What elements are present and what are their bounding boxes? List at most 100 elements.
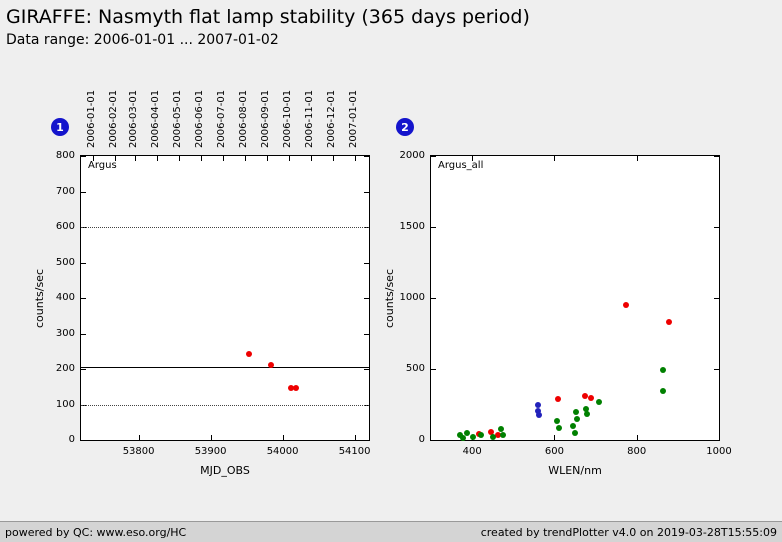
date-tick-mark xyxy=(157,156,159,161)
y-tick-mark-right xyxy=(714,156,719,157)
date-tick-label: 2007-01-01 xyxy=(348,89,360,148)
y-tick-mark-right xyxy=(364,369,369,370)
data-point xyxy=(583,405,590,412)
date-tick-mark xyxy=(267,156,269,161)
page-title: GIRAFFE: Nasmyth flat lamp stability (36… xyxy=(6,6,530,28)
data-point xyxy=(460,434,467,441)
x-tick-mark xyxy=(210,435,212,440)
date-tick-mark xyxy=(333,156,334,161)
x-tick-label: 600 xyxy=(544,446,564,457)
y-tick-mark-right xyxy=(364,440,369,441)
threshold-line xyxy=(81,227,369,228)
date-tick-mark xyxy=(289,156,291,161)
plot-1-x-axis-title: MJD_OBS xyxy=(200,464,250,477)
y-tick-mark xyxy=(81,262,86,264)
date-tick-label: 2006-09-01 xyxy=(260,89,272,148)
data-point xyxy=(534,407,541,414)
data-point xyxy=(665,319,672,326)
x-tick-label: 800 xyxy=(627,446,647,457)
date-tick-mark xyxy=(178,156,180,161)
date-tick-label: 2006-01-01 xyxy=(85,89,97,148)
y-tick-label: 0 xyxy=(68,434,75,445)
date-tick-label: 2006-05-01 xyxy=(171,89,183,148)
data-point xyxy=(500,432,506,439)
x-tick-label: 53800 xyxy=(122,446,155,457)
date-tick-label: 2006-03-01 xyxy=(128,89,139,148)
y-tick-mark xyxy=(81,333,86,335)
y-tick-label: 600 xyxy=(55,221,75,232)
x-tick-label: 400 xyxy=(462,446,482,457)
data-point xyxy=(478,432,485,439)
x-tick-mark xyxy=(719,435,720,440)
y-tick-label: 500 xyxy=(55,256,75,268)
y-tick-mark xyxy=(81,191,86,193)
plot-2-canvas: Argus_all counts/sec WLEN/nm 0 500 1000 150… xyxy=(384,150,732,477)
data-point xyxy=(555,395,562,402)
date-tick-label: 2006-06-01 xyxy=(194,89,206,148)
x-tick-mark-top xyxy=(719,156,720,161)
x-tick-label: 54000 xyxy=(266,446,299,457)
data-point xyxy=(569,422,576,429)
x-tick-mark-top xyxy=(472,156,474,161)
date-tick-label: 2006-02-01 xyxy=(107,89,119,148)
data-point xyxy=(572,409,579,416)
date-tick-mark xyxy=(114,156,116,161)
data-range-subtitle: Data range: 2006-01-01 ... 2007-01-02 xyxy=(6,32,279,48)
y-tick-mark xyxy=(431,227,436,228)
plot-2-series-label: Argus_all xyxy=(438,160,484,171)
x-tick-mark-top xyxy=(636,156,638,161)
x-tick-mark xyxy=(138,435,140,440)
plot-1-number-badge: 1 xyxy=(51,118,69,136)
data-point xyxy=(464,429,471,436)
x-tick-mark-top xyxy=(554,156,556,161)
y-tick-mark-right xyxy=(714,440,719,441)
footer-left-text: powered by QC: www.eso.org/HC xyxy=(5,525,187,539)
y-tick-mark xyxy=(81,298,86,299)
footer-bar: powered by QC: www.eso.org/HC created by… xyxy=(0,521,782,542)
x-tick-label: 54100 xyxy=(338,446,371,457)
date-tick-mark xyxy=(92,156,94,161)
date-tick-mark xyxy=(355,156,357,161)
plot-1-canvas: Argus counts/sec MJD_OBS 0 100 200 300 400 50… xyxy=(34,90,371,477)
x-tick-mark xyxy=(354,435,356,440)
y-tick-label: 400 xyxy=(55,292,75,303)
y-tick-mark-right xyxy=(364,191,369,193)
date-tick-label: 2006-08-01 xyxy=(238,89,250,148)
data-point xyxy=(534,402,541,409)
date-tick-label: 2006-12-01 xyxy=(326,89,337,148)
y-tick-mark-right xyxy=(714,298,719,299)
x-tick-mark xyxy=(636,435,638,440)
y-tick-label: 0 xyxy=(418,434,425,445)
date-tick-mark xyxy=(135,156,136,161)
y-tick-label: 300 xyxy=(55,327,75,339)
data-point xyxy=(572,429,578,436)
y-tick-mark xyxy=(81,440,86,441)
date-tick-mark xyxy=(222,156,224,161)
y-tick-mark xyxy=(81,156,86,157)
y-tick-mark-right xyxy=(714,369,719,370)
y-tick-mark-right xyxy=(364,262,369,264)
y-tick-label: 700 xyxy=(55,185,75,197)
y-tick-mark-right xyxy=(364,156,369,157)
data-point xyxy=(292,385,299,392)
data-point xyxy=(536,412,543,419)
data-point xyxy=(288,384,295,391)
data-point xyxy=(623,302,630,309)
date-tick-label: 2006-11-01 xyxy=(304,89,316,148)
y-tick-mark xyxy=(81,369,86,370)
data-point xyxy=(574,415,581,422)
data-point xyxy=(497,426,504,433)
plot-2-number-badge: 2 xyxy=(396,118,414,136)
y-tick-label: 500 xyxy=(405,363,425,374)
y-tick-mark xyxy=(431,298,436,299)
data-point xyxy=(495,432,502,439)
plot-2-x-axis-title: WLEN/nm xyxy=(548,464,602,477)
y-tick-label: 1500 xyxy=(399,221,425,232)
data-point xyxy=(553,417,560,424)
data-point xyxy=(583,410,590,417)
data-point xyxy=(490,434,497,441)
data-point xyxy=(488,429,495,436)
data-point xyxy=(469,434,476,441)
data-point xyxy=(456,432,463,439)
